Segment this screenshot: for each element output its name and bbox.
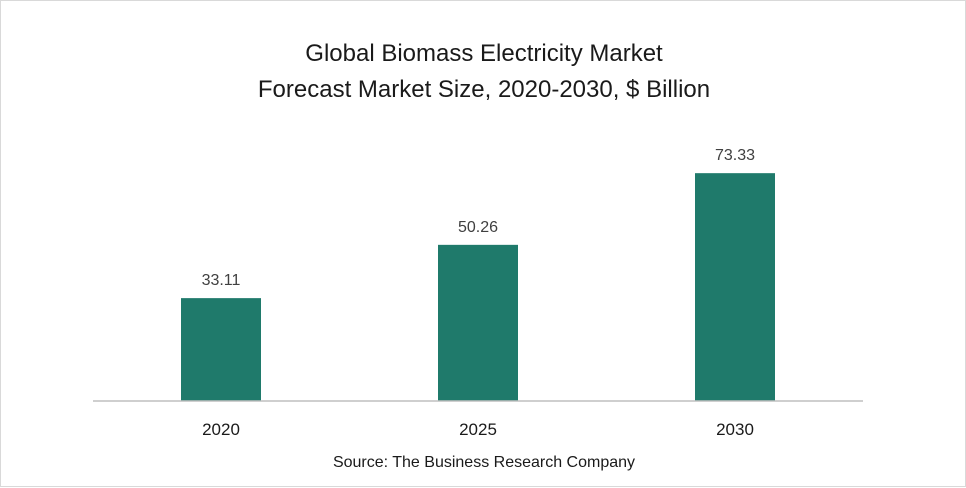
data-label-2020: 33.11 bbox=[202, 272, 241, 289]
source-note: Source: The Business Research Company bbox=[332, 454, 636, 471]
bar-2030 bbox=[695, 173, 775, 401]
chart-subtitle: Forecast Market Size, 2020-2030, $ Billi… bbox=[257, 76, 711, 103]
chart-title: Global Biomass Electricity Market bbox=[305, 40, 663, 67]
bar-2020 bbox=[181, 298, 261, 401]
bars-group bbox=[181, 173, 775, 401]
x-tick-label-2025: 2025 bbox=[459, 420, 497, 439]
data-label-2030: 73.33 bbox=[715, 147, 755, 164]
bar-2025 bbox=[438, 244, 518, 401]
x-tick-labels-group: 2020 2025 2030 bbox=[202, 420, 754, 439]
x-tick-label-2020: 2020 bbox=[202, 420, 240, 439]
x-tick-label-2030: 2030 bbox=[716, 420, 754, 439]
data-labels-group: 33.11 50.26 73.33 bbox=[202, 147, 756, 289]
data-label-2025: 50.26 bbox=[458, 219, 498, 236]
